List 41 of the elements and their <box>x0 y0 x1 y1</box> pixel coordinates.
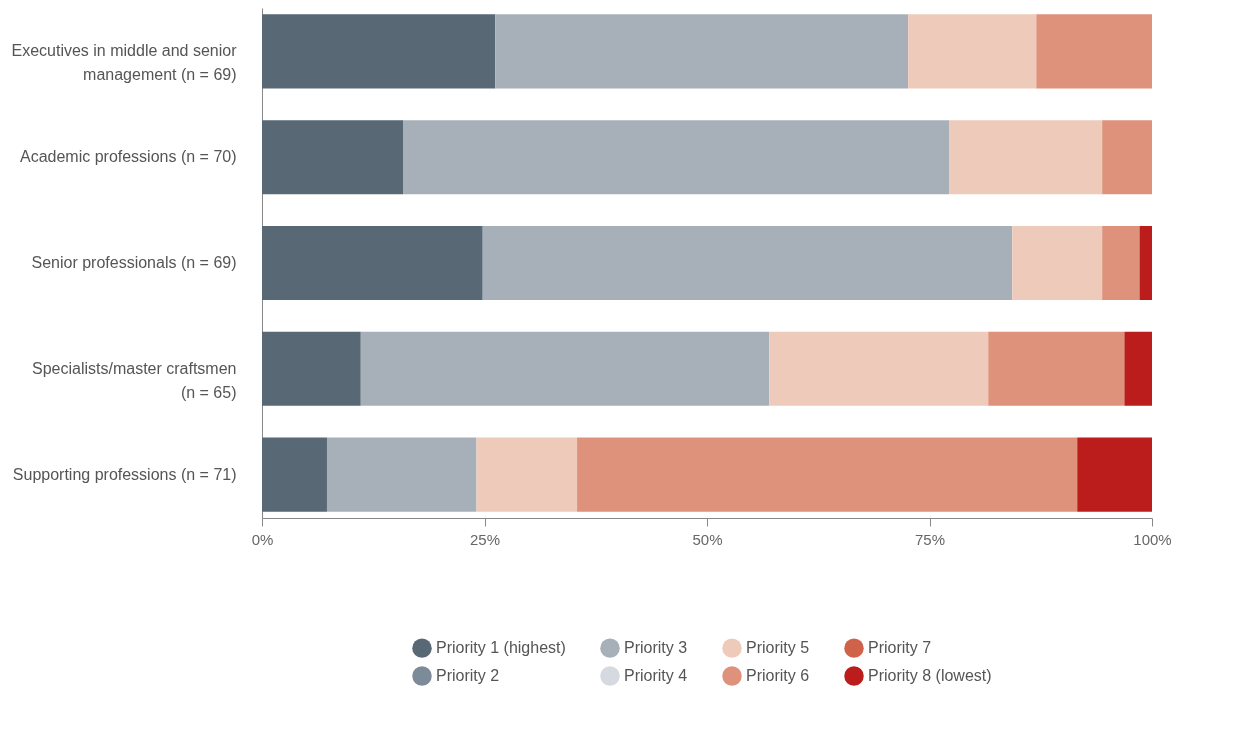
y-tick-label: Supporting professions (n = 71) <box>12 465 237 483</box>
y-tick-label: Executives in middle and senior management (n = 69) <box>11 42 238 84</box>
bar <box>1077 437 1152 512</box>
y-tick-label: Senior professionals (n = 69) <box>31 254 237 271</box>
bar <box>1124 331 1152 406</box>
bar <box>403 120 950 195</box>
x-tick-label: 50% <box>692 530 723 548</box>
bar <box>262 437 327 512</box>
bar <box>262 331 361 406</box>
y-tick-label: Academic professions (n = 70) <box>19 148 237 166</box>
legend-label: Priority 1 (highest) <box>436 639 566 657</box>
legend-label: Priority 4 <box>624 667 688 684</box>
bar <box>1102 225 1140 301</box>
bar <box>476 437 578 512</box>
x-tick-label: 100% <box>1133 530 1172 548</box>
bar <box>360 331 770 406</box>
legend-label: Priority 8 (lowest) <box>868 667 992 684</box>
bar <box>577 437 1078 512</box>
bar <box>908 14 1037 89</box>
y-tick-label: Specialists/master craftsmen (n = 65) <box>31 359 237 401</box>
bar <box>988 331 1125 406</box>
x-tick-label: 0% <box>251 530 274 548</box>
bar <box>1036 14 1152 89</box>
x-tick-label: 75% <box>914 530 946 548</box>
bar <box>482 225 1013 301</box>
bar <box>949 120 1103 195</box>
bar <box>326 437 477 512</box>
bar <box>262 225 483 301</box>
legend-label: Priority 2 <box>436 667 500 684</box>
legend-label: Priority 3 <box>624 639 688 657</box>
legend-label: Priority 7 <box>868 639 932 657</box>
legend-label: Priority 6 <box>746 667 810 684</box>
bar <box>262 120 404 195</box>
x-tick-label: 25% <box>469 530 501 548</box>
bar <box>1012 225 1103 301</box>
bar <box>1139 225 1152 301</box>
bar <box>495 14 909 89</box>
bar <box>769 331 989 406</box>
bar <box>262 14 496 89</box>
legend-label: Priority 5 <box>746 639 810 657</box>
bar <box>1102 120 1152 195</box>
